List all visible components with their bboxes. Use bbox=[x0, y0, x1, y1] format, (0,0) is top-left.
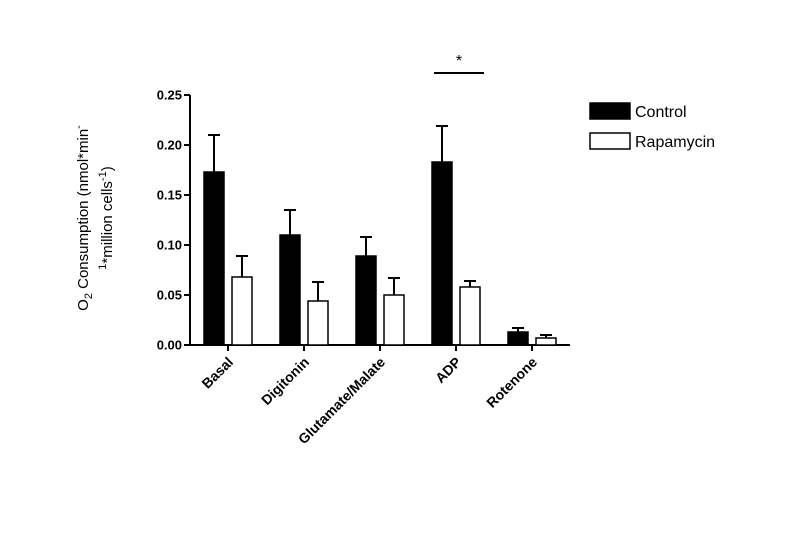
bar-control bbox=[431, 161, 453, 346]
y-axis-title-line2-sup2: -1 bbox=[97, 171, 109, 181]
y-axis-title-line2: 1*million cells-1) bbox=[97, 166, 116, 269]
legend-label-rapamycin: Rapamycin bbox=[635, 134, 715, 151]
x-tick-label: Basal bbox=[198, 354, 236, 392]
y-tick-label: 0.20 bbox=[157, 138, 182, 153]
y-axis-title-line2-text: *million cells bbox=[99, 181, 116, 264]
y-axis-title-rest: Consumption (nmol*min bbox=[75, 129, 92, 293]
bar-rapamycin bbox=[535, 337, 557, 346]
bar-control bbox=[279, 234, 301, 346]
axes bbox=[184, 94, 570, 351]
x-tick-label: Rotenone bbox=[483, 354, 540, 411]
bar-rapamycin bbox=[231, 276, 253, 346]
x-tick-label: ADP bbox=[432, 354, 464, 386]
annotations: * bbox=[434, 53, 484, 74]
legend-swatch-rapamycin bbox=[589, 132, 631, 150]
y-tick-label: 0.00 bbox=[157, 338, 182, 353]
y-axis-title-sub: 2 bbox=[83, 293, 95, 299]
legend-swatch-control bbox=[589, 102, 631, 120]
bar-control bbox=[203, 171, 225, 346]
bar-control bbox=[355, 255, 377, 346]
y-axis-title-sup: - bbox=[73, 125, 85, 129]
y-tick-label: 0.05 bbox=[157, 288, 182, 303]
y-tick-label: 0.15 bbox=[157, 188, 182, 203]
legend-label-control: Control bbox=[635, 104, 687, 121]
y-axis-title: O2 Consumption (nmol*min- bbox=[73, 125, 95, 311]
legend: Control Rapamycin bbox=[589, 102, 715, 151]
bar-rapamycin bbox=[459, 286, 481, 346]
bar-rapamycin bbox=[307, 300, 329, 346]
y-axis-title-line2-sup: 1 bbox=[97, 264, 109, 270]
y-axis-title-o: O bbox=[75, 299, 92, 311]
y-tick-label: 0.25 bbox=[157, 88, 182, 103]
significance-marker: * bbox=[456, 53, 462, 70]
x-tick-label: Digitonin bbox=[258, 354, 312, 408]
y-axis-title-line2-close: ) bbox=[99, 166, 116, 171]
y-tick-label: 0.10 bbox=[157, 238, 182, 253]
bars bbox=[203, 161, 557, 346]
error-bars bbox=[208, 125, 552, 338]
bar-rapamycin bbox=[383, 294, 405, 346]
bar-control bbox=[507, 331, 529, 346]
